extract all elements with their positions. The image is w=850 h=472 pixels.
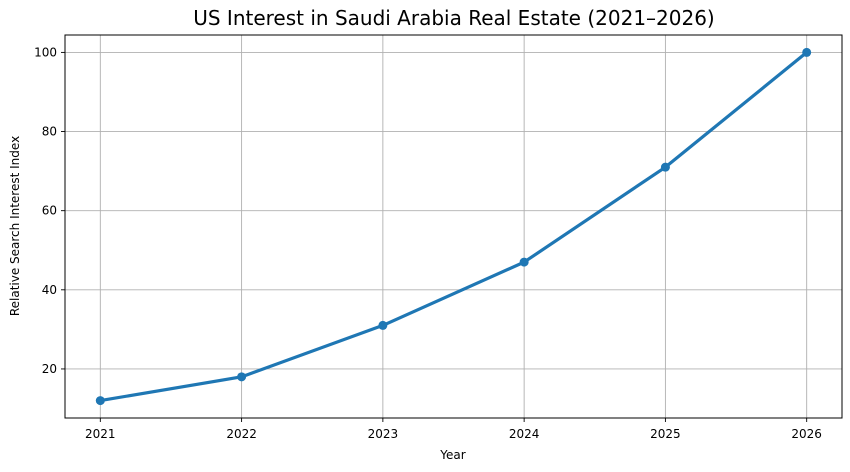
y-tick-label: 20 xyxy=(42,362,57,376)
series-layer xyxy=(95,47,812,406)
y-tick-label: 100 xyxy=(34,45,57,59)
data-point xyxy=(378,320,388,330)
y-grid xyxy=(65,51,842,370)
y-axis-label: Relative Search Interest Index xyxy=(8,136,22,316)
chart-title: US Interest in Saudi Arabia Real Estate … xyxy=(193,6,715,30)
x-tick-label: 2023 xyxy=(368,427,399,441)
data-point xyxy=(237,372,247,382)
x-tick-label: 2025 xyxy=(650,427,681,441)
x-tick-label: 2021 xyxy=(85,427,116,441)
data-point xyxy=(802,47,812,57)
x-tick-label: 2022 xyxy=(226,427,257,441)
data-point xyxy=(660,162,670,172)
series-line xyxy=(98,50,809,403)
y-axis: 20 40 60 80 100 xyxy=(34,45,65,376)
x-tick-label: 2024 xyxy=(509,427,540,441)
y-tick-label: 80 xyxy=(42,125,57,139)
x-axis-label: Year xyxy=(439,448,465,462)
plot-frame xyxy=(64,34,843,419)
x-tick-label: 2026 xyxy=(791,427,822,441)
y-tick-label: 60 xyxy=(42,204,57,218)
data-point xyxy=(95,396,105,406)
y-tick-label: 40 xyxy=(42,283,57,297)
data-point xyxy=(519,257,529,267)
x-grid xyxy=(99,35,808,418)
x-axis: 2021 2022 2023 2024 2025 2026 xyxy=(85,418,822,441)
